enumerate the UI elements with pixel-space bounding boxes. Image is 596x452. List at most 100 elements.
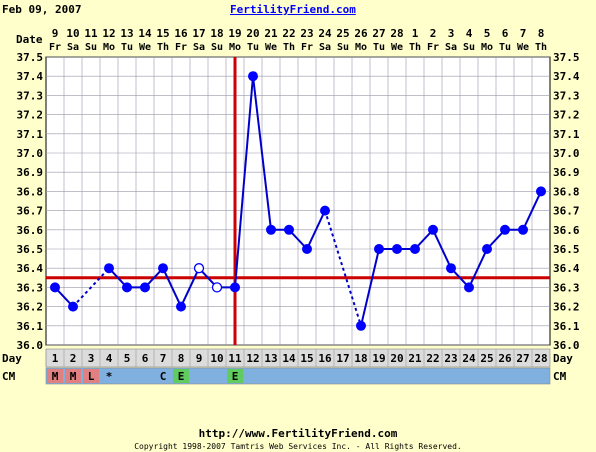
y-tick-right: 36.3 [553,281,580,294]
date-tick: 19 [228,27,241,40]
cycle-day-tick: 3 [88,352,95,365]
date-tick: 3 [448,27,455,40]
date-tick: 28 [390,27,403,40]
date-tick: 10 [66,27,79,40]
cycle-day-tick: 23 [444,352,457,365]
reference-lines [46,57,550,345]
temperature-point-open [211,282,223,293]
temperature-point [158,263,168,274]
chart-date: Feb 09, 2007 [2,3,82,16]
cycle-day-tick: 11 [228,352,242,365]
temperature-point [518,224,528,235]
temperature-point [302,244,312,254]
y-tick-left: 36.5 [17,243,44,256]
weekday-tick: Mo [355,42,367,53]
cm-marker: * [106,370,113,383]
temperature-point [230,282,240,293]
cycle-day-tick: 9 [196,352,203,365]
weekday-tick: Fr [301,42,313,53]
y-tick-left: 36.9 [17,166,44,179]
temperature-segment [360,248,380,327]
weekday-tick: Tu [121,42,133,53]
weekday-tick: Sa [193,42,205,53]
temperature-segment-dotted [72,267,110,308]
temperature-segment [234,76,254,288]
date-tick: 26 [354,27,368,40]
cycle-day-tick: 6 [142,352,149,365]
y-tick-left: 36.7 [17,205,44,218]
cycle-day-tick: 4 [106,352,113,365]
date-tick: 8 [538,27,545,40]
weekday-tick: Th [157,42,169,53]
y-tick-left: 37.1 [17,128,44,141]
y-axis-labels: 36.0 36.0 36.1 36.1 36.2 36.2 36.3 36.3 36.4 36.4… [17,51,580,352]
y-tick-right: 36.1 [553,320,580,333]
y-tick-left: 36.3 [17,281,44,294]
weekday-tick: Mo [229,42,241,53]
temperature-point [374,244,384,254]
cycle-day-tick: 5 [124,352,131,365]
date-tick: 14 [138,27,152,40]
temperature-point [68,301,78,312]
day-row-label-left: Day [2,352,22,365]
weekday-tick: Su [85,42,97,53]
cycle-day-tick: 20 [390,352,403,365]
date-tick: 12 [102,27,115,40]
date-tick: 1 [412,27,419,40]
temperature-point [50,282,60,293]
weekday-tick: Fr [175,42,187,53]
weekday-tick: Fr [427,42,439,53]
cycle-day-tick: 10 [210,352,223,365]
header-rows: Date 9Fr10Sa11Su12Mo13Tu14We15Th16Fr17Sa1… [16,27,547,53]
cycle-day-tick: 19 [372,352,385,365]
y-tick-right: 36.0 [553,339,580,352]
cm-marker: C [160,370,167,383]
y-tick-left: 36.0 [17,339,44,352]
cm-marker: M [52,370,59,383]
cycle-day-tick: 2 [70,352,77,365]
weekday-tick: Th [283,42,295,53]
cm-highlight [65,369,81,383]
y-tick-right: 37.3 [553,89,580,102]
cm-marker: M [70,370,77,383]
temperature-point [320,205,330,216]
y-tick-left: 36.1 [17,320,44,333]
cycle-day-tick: 22 [426,352,439,365]
y-tick-right: 36.6 [553,224,580,237]
cycle-day-tick: 15 [300,352,313,365]
weekday-tick: We [265,42,277,53]
date-tick: 20 [246,27,259,40]
y-tick-right: 36.4 [553,262,580,275]
y-tick-right: 37.4 [553,70,580,83]
cycle-day-tick: 14 [282,352,296,365]
footer-url[interactable]: http://www.FertilityFriend.com [198,427,398,440]
temperature-point [500,224,510,235]
cycle-day-tick: 16 [318,352,332,365]
date-tick: 9 [52,27,59,40]
footer-copyright: Copyright 1998-2007 Tamtris Web Services… [134,442,462,451]
date-tick: 2 [430,27,437,40]
cycle-day-tick: 26 [498,352,512,365]
date-tick: 24 [318,27,332,40]
date-tick: 27 [372,27,385,40]
temperature-point [446,263,456,274]
y-tick-left: 36.6 [17,224,44,237]
cycle-day-tick: 7 [160,352,167,365]
y-tick-right: 37.2 [553,109,580,122]
weekday-tick: Su [337,42,349,53]
temperature-point [140,282,150,293]
temperature-points [50,71,546,331]
weekday-tick: Tu [373,42,385,53]
cycle-day-tick: 12 [246,352,259,365]
date-tick: 13 [120,27,133,40]
y-tick-left: 36.8 [17,185,44,198]
site-link[interactable]: FertilityFriend.com [230,3,356,16]
temperature-segment [162,267,182,308]
cycle-day-tick: 13 [264,352,277,365]
y-tick-right: 37.5 [553,51,580,64]
temperature-segment [306,210,326,250]
weekday-tick: We [139,42,151,53]
temperature-segment [432,229,452,269]
weekday-tick: Su [463,42,475,53]
cm-row-label-left: CM [2,370,16,383]
